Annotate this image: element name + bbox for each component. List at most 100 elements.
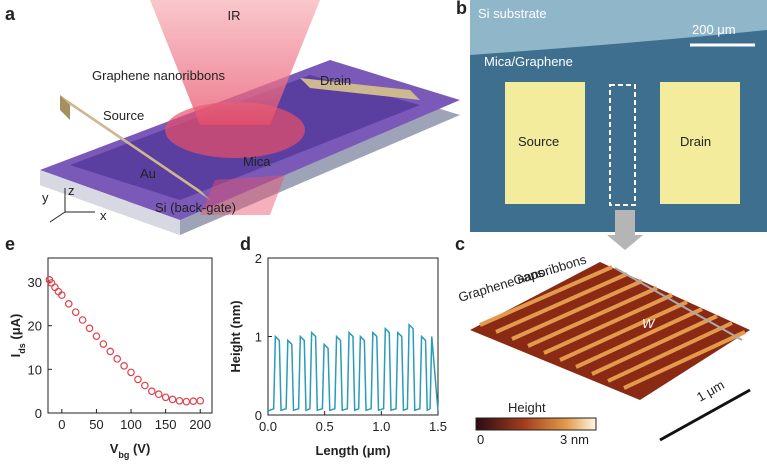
source-pad <box>505 82 585 204</box>
panel-c: c Graphene nanoribbons Gaps W Height 0 3… <box>455 234 751 447</box>
x-tick-label: 150 <box>155 417 177 432</box>
x-axis-title: Vbg (V) <box>110 441 151 460</box>
x-tick-label: 100 <box>120 417 142 432</box>
plot-frame <box>267 257 439 416</box>
marker <box>196 396 205 405</box>
ir-cone <box>150 0 320 125</box>
x-axis-title-part: Length (μm) <box>315 443 390 458</box>
label: Source <box>103 108 144 123</box>
drain-electrode <box>300 78 420 100</box>
profile-line <box>614 267 743 341</box>
source-electrode <box>60 95 210 200</box>
label: 1 μm <box>694 377 727 405</box>
panel-label: b <box>456 0 467 18</box>
marker <box>78 316 87 324</box>
selection-box <box>609 84 636 206</box>
scale-bar <box>659 388 751 442</box>
label: Mica/Graphene <box>484 54 573 69</box>
y-tick-label: 0 <box>35 406 42 421</box>
panel-label: c <box>455 234 465 254</box>
marker <box>154 390 163 399</box>
arrow <box>607 210 643 250</box>
marker <box>147 387 156 395</box>
label: y <box>42 190 49 205</box>
panel-a: a IR Graphene nanoribbons Drain Source A… <box>5 0 460 235</box>
marker <box>51 283 59 292</box>
x-tick-label: 0.5 <box>316 419 334 434</box>
marker <box>71 308 80 316</box>
label: IR <box>228 8 241 23</box>
x-axis-title: Length (μm) <box>315 443 390 458</box>
label: 200 μm <box>692 22 736 37</box>
marker <box>85 324 94 333</box>
y-axis-title-part: I <box>8 354 23 358</box>
label: z <box>68 183 75 198</box>
label: Height <box>508 400 546 415</box>
x-tick-label: 1.0 <box>372 419 390 434</box>
label: Mica <box>243 154 271 169</box>
plot-frame <box>47 257 213 414</box>
y-axis-title-part: ds <box>17 343 27 354</box>
panel-label: a <box>5 4 16 24</box>
marker <box>182 397 191 406</box>
y-axis-title-part: Height (nm) <box>228 300 243 372</box>
marker <box>168 395 177 404</box>
x-tick-label: 1.5 <box>429 419 447 434</box>
panel-label: e <box>5 234 15 254</box>
y-tick-label: 10 <box>28 362 42 377</box>
y-tick-label: 30 <box>28 275 42 290</box>
chart: d 0.0 0.5 1.0 1.5 0 1 2 Length (μm) Height (nm) <box>228 234 447 458</box>
y-tick-label: 20 <box>28 319 42 334</box>
label: Gaps <box>511 264 546 288</box>
marker <box>175 396 184 405</box>
marker <box>92 332 101 340</box>
x-tick-label: 0 <box>58 417 65 432</box>
x-tick-label: 50 <box>89 417 103 432</box>
label: x <box>100 208 107 223</box>
y-tick-label: 0 <box>255 408 262 423</box>
y-axis-title: Height (nm) <box>228 300 243 372</box>
electrode-side <box>60 95 70 120</box>
marker <box>141 381 149 390</box>
label: Source <box>518 134 559 149</box>
x-axis-title-part: (V) <box>129 441 150 456</box>
marker <box>106 347 115 356</box>
colorbar <box>475 417 597 431</box>
marker <box>99 340 108 348</box>
x-axis-title-part: bg <box>118 450 129 460</box>
marker <box>64 300 73 308</box>
label: Drain <box>680 134 711 149</box>
marker <box>120 362 128 370</box>
marker <box>161 393 170 402</box>
label: 0 <box>477 432 484 447</box>
si-region <box>470 0 767 55</box>
axes-icon <box>49 188 95 223</box>
y-tick-label: 2 <box>255 251 262 266</box>
marker <box>134 375 142 384</box>
marker <box>127 368 135 377</box>
label: Si substrate <box>478 6 547 21</box>
slab-side <box>40 170 180 235</box>
x-tick-label: 200 <box>189 417 211 432</box>
label: Drain <box>320 73 351 88</box>
panel-label: d <box>240 234 251 254</box>
marker <box>58 291 66 299</box>
x-tick-label: 0.0 <box>259 419 277 434</box>
label: Au <box>140 166 156 181</box>
label: Si (back-gate) <box>155 200 236 215</box>
panel-b: b Si substrate 200 μm Mica/Graphene Sour… <box>456 0 767 250</box>
y-axis-title-part: (μA) <box>8 314 23 344</box>
label: W <box>642 316 656 331</box>
chart: e 0 50 100 150 200 0 10 20 30 Vbg (V) Ids (μA) <box>5 234 213 460</box>
marker <box>113 355 121 363</box>
x-axis-title-part: V <box>110 441 119 456</box>
label: Graphene nanoribbons <box>92 68 225 83</box>
ir-cone-lower <box>200 175 285 215</box>
ribbons <box>479 265 746 390</box>
y-tick-label: 1 <box>255 330 262 345</box>
drain-pad <box>660 82 740 204</box>
line <box>267 322 439 412</box>
